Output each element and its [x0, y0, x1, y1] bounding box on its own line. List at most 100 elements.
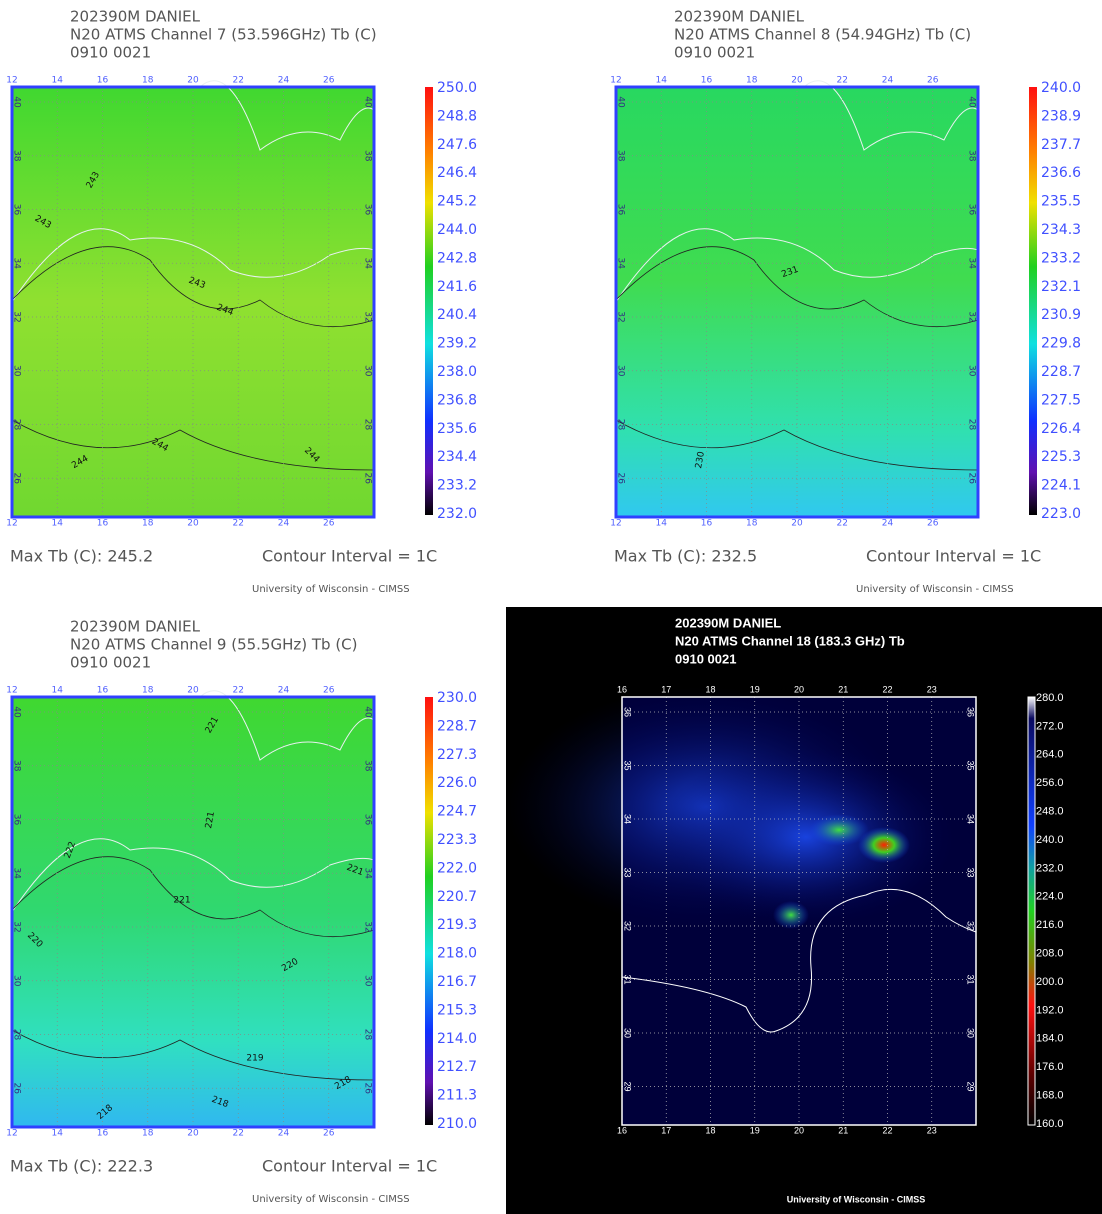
- lon-tick-label: 16: [97, 76, 109, 86]
- colorbar-label: 208.0: [1036, 948, 1064, 960]
- colorbar-label: 224.0: [1036, 891, 1064, 903]
- lat-tick-label: 32: [966, 921, 976, 931]
- lat-tick-label: 36: [363, 204, 373, 216]
- coastline: [11, 838, 375, 913]
- lon-tick-label: 12: [610, 519, 621, 529]
- colorbar-label: 192.0: [1036, 1004, 1064, 1016]
- lat-tick-label: 34: [966, 814, 976, 824]
- colorbar-label: 215.3: [437, 1002, 477, 1018]
- lat-tick-label: 36: [623, 707, 633, 717]
- colorbar-label: 236.8: [437, 392, 477, 408]
- coastline: [621, 888, 977, 1033]
- colorbar-label: 230.9: [1041, 307, 1081, 323]
- lat-tick-label: 38: [363, 760, 373, 772]
- colorbar-label: 219.3: [437, 917, 477, 933]
- contour: [11, 419, 375, 471]
- lon-tick-label: 17: [661, 1125, 671, 1135]
- lon-tick-label: 20: [187, 686, 199, 696]
- colorbar-label: 245.2: [437, 194, 477, 210]
- colorbar-label: 272.0: [1036, 720, 1064, 732]
- colorbar-label: 237.7: [1041, 137, 1081, 153]
- lon-tick-label: 18: [705, 1125, 715, 1135]
- contour: [11, 246, 375, 328]
- warm-spot: [773, 901, 809, 929]
- lat-tick-label: 35: [966, 760, 976, 770]
- title-line: 202390M DANIEL: [674, 8, 805, 26]
- title-line: N20 ATMS Channel 9 (55.5GHz) Tb (C): [70, 636, 358, 654]
- lat-tick-label: 28: [12, 1029, 22, 1041]
- colorbar-label: 234.3: [1041, 222, 1081, 238]
- colorbar-label: 200.0: [1036, 976, 1064, 988]
- lon-tick-label: 12: [6, 519, 17, 529]
- lon-tick-label: 14: [52, 519, 64, 529]
- lat-tick-label: 31: [966, 974, 976, 984]
- title-line: 202390M DANIEL: [675, 615, 781, 630]
- colorbar-label: 224.7: [437, 804, 477, 820]
- title-line: N20 ATMS Channel 18 (183.3 GHz) Tb: [675, 633, 905, 648]
- map-frame: [621, 696, 977, 1126]
- coastline: [11, 228, 375, 303]
- lat-tick-label: 34: [363, 868, 373, 880]
- colorbar-label: 218.0: [437, 946, 477, 962]
- lon-tick-label: 18: [142, 1129, 154, 1139]
- colorbar-label: 222.0: [437, 860, 477, 876]
- colorbar-label: 238.9: [1041, 108, 1081, 124]
- lon-tick-label: 20: [794, 1125, 804, 1135]
- lat-tick-label: 30: [12, 365, 22, 377]
- lat-tick-label: 30: [966, 1028, 976, 1038]
- contour: [11, 856, 375, 938]
- lat-tick-label: 40: [363, 706, 373, 718]
- lat-tick-label: 40: [12, 96, 22, 108]
- lat-tick-label: 35: [623, 760, 633, 770]
- lat-tick-label: 32: [616, 311, 626, 322]
- colorbar-label: 242.8: [437, 250, 477, 266]
- colorbar-label: 248.8: [437, 108, 477, 124]
- contour-interval: Contour Interval = 1C: [262, 1157, 437, 1176]
- lon-tick-label: 20: [791, 76, 803, 86]
- lat-tick-label: 28: [967, 419, 977, 431]
- colorbar-label: 233.2: [1041, 250, 1081, 266]
- lat-tick-label: 34: [623, 814, 633, 824]
- lon-tick-label: 26: [323, 519, 335, 529]
- colorbar-label: 264.0: [1036, 749, 1064, 761]
- colorbar-label: 280.0: [1036, 692, 1064, 704]
- lat-tick-label: 32: [623, 921, 633, 931]
- lon-tick-label: 22: [882, 1125, 892, 1135]
- colorbar-label: 247.6: [437, 137, 477, 153]
- lat-tick-label: 29: [966, 1081, 976, 1091]
- lon-tick-label: 14: [52, 76, 64, 86]
- lon-tick-label: 12: [610, 76, 621, 86]
- lon-tick-label: 22: [233, 519, 244, 529]
- lat-tick-label: 31: [623, 974, 633, 984]
- map-image: [616, 87, 978, 517]
- title-line: 0910 0021: [70, 654, 151, 672]
- colorbar-label: 228.7: [437, 718, 477, 734]
- lon-tick-label: 22: [233, 686, 244, 696]
- contour-interval: Contour Interval = 1C: [262, 547, 437, 566]
- credit: University of Wisconsin - CIMSS: [856, 584, 1014, 595]
- colorbar-label: 216.0: [1036, 919, 1064, 931]
- colorbar-label: 248.0: [1036, 806, 1064, 818]
- lon-tick-label: 24: [278, 1129, 290, 1139]
- lon-tick-label: 19: [750, 684, 760, 694]
- map-frame: [614, 85, 980, 519]
- colorbar-label: 210.0: [437, 1116, 477, 1132]
- lon-tick-label: 17: [661, 684, 671, 694]
- contour-interval: Contour Interval = 1C: [866, 547, 1041, 566]
- lat-tick-label: 32: [363, 311, 373, 322]
- lon-tick-label: 22: [837, 519, 848, 529]
- contour: [11, 1029, 375, 1081]
- colorbar-label: 216.7: [437, 974, 477, 990]
- lon-tick-label: 14: [656, 519, 668, 529]
- lat-tick-label: 33: [623, 867, 633, 877]
- title-line: 0910 0021: [674, 44, 755, 62]
- lat-tick-label: 26: [616, 473, 626, 485]
- lat-tick-label: 40: [967, 96, 977, 108]
- lon-tick-label: 22: [233, 1129, 244, 1139]
- colorbar-label: 238.0: [437, 364, 477, 380]
- lon-tick-label: 22: [882, 684, 892, 694]
- colorbar-label: 250.0: [437, 80, 477, 96]
